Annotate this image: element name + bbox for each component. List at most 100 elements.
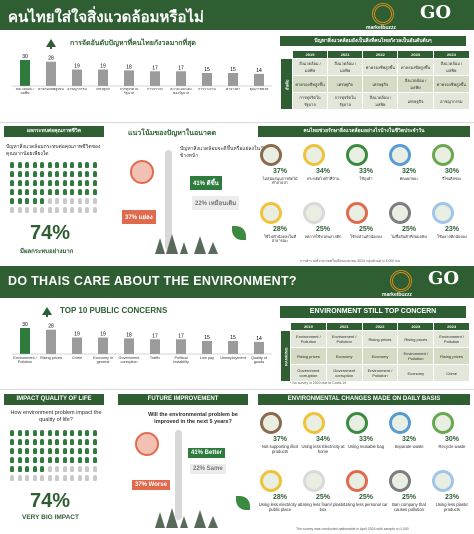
thai-concern-bar-value: 15 bbox=[230, 67, 236, 73]
english-rank-rank-label: RANKING bbox=[280, 330, 291, 382]
english-change-percent: 30% bbox=[444, 436, 459, 443]
english-person-icon bbox=[55, 430, 59, 436]
thai-concern-bar-value: 28 bbox=[48, 56, 54, 62]
recycle-bin-icon bbox=[432, 144, 454, 166]
thai-person-icon bbox=[17, 207, 22, 213]
thai-future-title: แนวโน้มของปัญหาในอนาคต bbox=[128, 130, 217, 137]
english-future-title-bar: FUTURE IMPROVEMENT bbox=[118, 394, 248, 405]
thai-person-icon bbox=[85, 180, 89, 186]
english-person-icon bbox=[25, 448, 29, 454]
english-concern-bar bbox=[98, 337, 108, 354]
thai-person-icon bbox=[55, 189, 59, 195]
thai-person-icon bbox=[92, 198, 97, 204]
english-person-icon bbox=[40, 457, 44, 463]
thai-person-icon bbox=[47, 207, 52, 213]
thai-person-icon bbox=[10, 189, 14, 195]
thai-changes-title: คนไทยช่วยรักษาสิ่งแวดล้อมอย่างไรบ้างในชี… bbox=[303, 128, 425, 134]
no-car-icon bbox=[346, 470, 368, 492]
thai-person-icon bbox=[77, 198, 82, 204]
english-rank-cell: Environment / Pollution bbox=[361, 364, 399, 382]
factory-icon bbox=[389, 470, 411, 492]
english-people-grid bbox=[10, 430, 100, 486]
thai-concern-bar-label: ค่าจ้างต่ำ bbox=[225, 88, 241, 91]
english-person-icon bbox=[47, 430, 52, 436]
english-person-icon bbox=[92, 439, 97, 445]
english-person-icon bbox=[55, 475, 59, 481]
thai-concern-bar-value: 17 bbox=[152, 65, 158, 71]
english-person-icon bbox=[32, 448, 37, 454]
lightbulb-icon bbox=[303, 412, 325, 434]
thai-rank-cell: เศรษฐกิจ bbox=[362, 75, 399, 93]
tree-icon bbox=[46, 36, 56, 49]
english-person-icon bbox=[10, 475, 14, 481]
thai-concern-bar-label: อาชญากรรม bbox=[67, 88, 87, 91]
marketbuzzz-logo-top bbox=[372, 3, 394, 25]
english-concern-bar-label: Low pay bbox=[199, 356, 215, 360]
english-rank-row: Government corruption Government corrupti… bbox=[281, 364, 470, 382]
thai-person-icon bbox=[40, 171, 44, 177]
english-future-title: FUTURE IMPROVEMENT bbox=[147, 396, 219, 402]
english-person-icon bbox=[62, 457, 67, 463]
thai-change-percent: 25% bbox=[401, 226, 416, 233]
thai-person-icon bbox=[92, 171, 97, 177]
thai-person-icon bbox=[40, 198, 44, 204]
english-change-percent: 25% bbox=[358, 494, 373, 501]
thai-person-icon bbox=[25, 189, 29, 195]
english-rank-row: RANKING Environment / Pollution Environmen… bbox=[280, 330, 470, 382]
english-concern-bar-value: 18 bbox=[126, 332, 132, 338]
english-rank-year-header: 2021 bbox=[325, 322, 363, 331]
english-concern-bar-label: Rising prices bbox=[40, 356, 62, 360]
thai-person-icon bbox=[17, 171, 22, 177]
thai-person-icon bbox=[55, 198, 59, 204]
english-person-icon bbox=[25, 457, 29, 463]
thai-concern-bar bbox=[150, 71, 160, 86]
english-better: 41% Better bbox=[188, 448, 226, 458]
thai-change-label: คัดแยกขยะ bbox=[399, 177, 419, 181]
english-change-percent: 34% bbox=[315, 436, 330, 443]
thai-rank-cell: ค่าครองชีพสูงขึ้น bbox=[362, 58, 399, 76]
english-same: 22% Same bbox=[190, 464, 226, 474]
english-person-icon bbox=[17, 448, 22, 454]
thai-impact-question: ปัญหาสิ่งแวดล้อมกระทบต่อคุณภาพชีวิตของคุ… bbox=[6, 144, 101, 157]
english-person-icon bbox=[10, 457, 14, 463]
english-rank-year-header: 2022 bbox=[361, 322, 399, 331]
thai-person-icon bbox=[10, 207, 14, 213]
english-concern-bar bbox=[124, 338, 134, 354]
thai-impact-label: มีผลกระทบอย่างมาก bbox=[20, 249, 74, 255]
english-change-percent: 28% bbox=[272, 494, 287, 501]
thai-person-icon bbox=[70, 198, 74, 204]
english-concern-bar-label: Crime bbox=[71, 356, 83, 360]
english-person-icon bbox=[77, 475, 82, 481]
thai-concern-bar-value: 15 bbox=[204, 67, 210, 73]
thai-rank-row: ค่าครองชีพสูงขึ้น เศรษฐกิจ เศรษฐกิจ สิ่งแวด… bbox=[281, 75, 471, 93]
thai-person-icon bbox=[55, 171, 59, 177]
english-person-icon bbox=[62, 475, 67, 481]
thai-concern-bar-value: 19 bbox=[74, 64, 80, 70]
thai-people-grid bbox=[10, 162, 100, 218]
thai-change-percent: 23% bbox=[444, 226, 459, 233]
worried-face-icon bbox=[135, 432, 159, 456]
thai-person-icon bbox=[55, 180, 59, 186]
thai-person-icon bbox=[70, 180, 74, 186]
divider bbox=[0, 122, 474, 123]
thai-change-percent: 37% bbox=[272, 168, 287, 175]
english-person-icon bbox=[47, 439, 52, 445]
thai-concern-bar-label: ค่าครองชีพสูงขึ้น bbox=[38, 88, 64, 91]
english-change-label: Using reusable bag bbox=[347, 444, 385, 449]
english-ranking-table: 2019 2021 2022 2023 2024 RANKING Environment /… bbox=[280, 322, 470, 382]
thai-concern-bar-label: การว่างงาน bbox=[198, 88, 216, 91]
thai-thermometer bbox=[165, 150, 172, 250]
english-change-label: Using less electricity at public place bbox=[258, 502, 302, 512]
english-change-label: Not supporting illicit products bbox=[261, 444, 299, 454]
thai-concern-bar-label: การทุจริตในรัฐบาล bbox=[119, 88, 139, 95]
thai-concern-bar bbox=[72, 69, 82, 86]
go-logo-bottom: GO bbox=[428, 268, 460, 289]
english-change-label: Ban company that causes pollution bbox=[392, 502, 426, 512]
thai-concern-bar-label: สิ่งแวดล้อม / มลพิษ bbox=[15, 88, 35, 95]
thai-rank-row: การทุจริตในรัฐบาล การทุจริตในรัฐบาล สิ่งแว… bbox=[281, 92, 471, 110]
english-person-icon bbox=[47, 457, 52, 463]
thai-changes-grid: 37% ไม่สนับสนุนการตัดไม้ทำลายป่า 34% ประหยั… bbox=[258, 140, 472, 256]
thai-rank-cell: สิ่งแวดล้อม / มลพิษ bbox=[362, 92, 399, 110]
thai-person-icon bbox=[47, 198, 52, 204]
thai-changes-title-bar: คนไทยช่วยรักษาสิ่งแวดล้อมอย่างไรบ้างในชี… bbox=[258, 126, 470, 137]
